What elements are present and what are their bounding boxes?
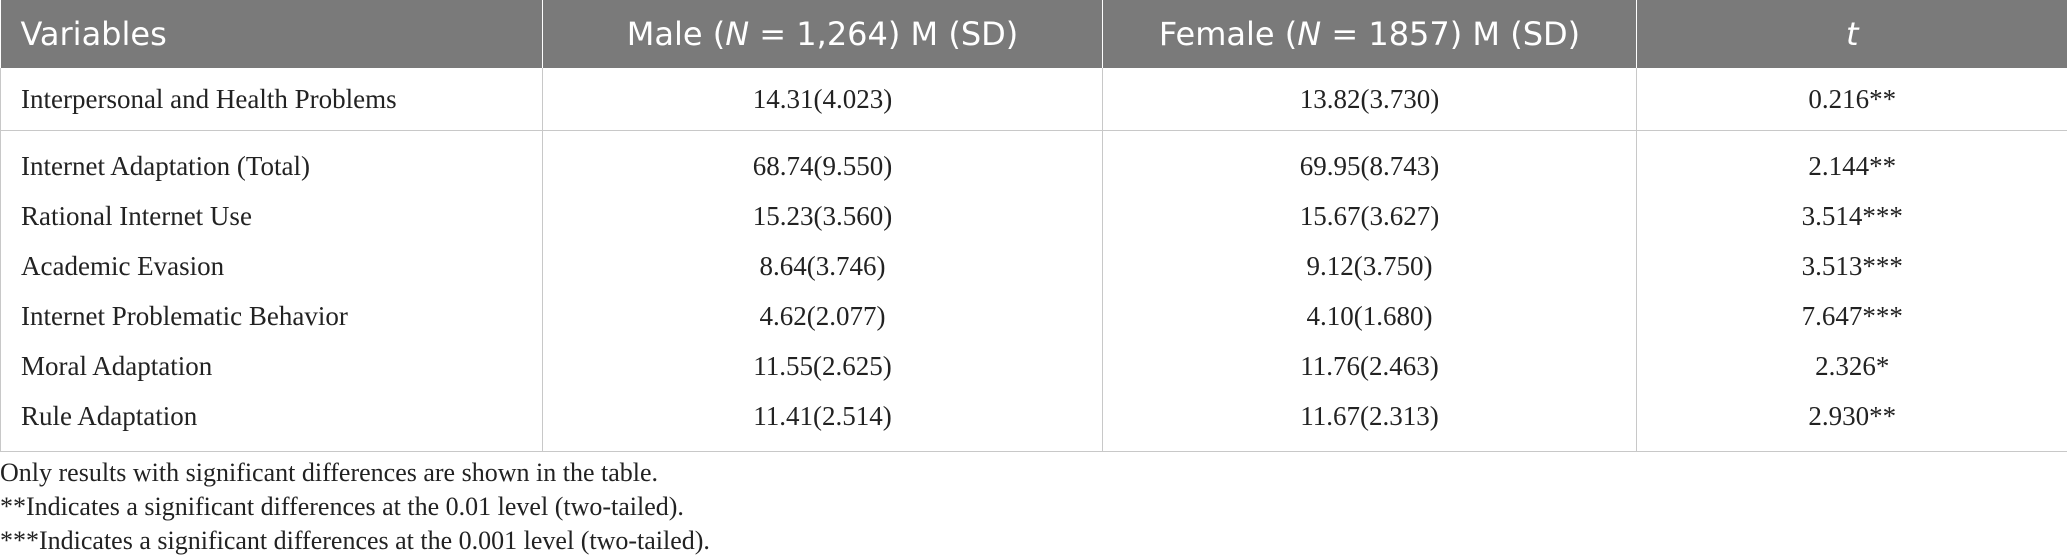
table-row: Rational Internet Use 15.23(3.560) 15.67… xyxy=(1,191,2067,241)
footnote: **Indicates a significant differences at… xyxy=(0,490,2067,524)
header-t: t xyxy=(1637,0,2067,68)
table-footnotes: Only results with significant difference… xyxy=(0,456,2067,558)
row-male-value: 4.62(2.077) xyxy=(543,291,1103,341)
row-male-value: 68.74(9.550) xyxy=(543,131,1103,192)
table-header-row: Variables Male (N = 1,264) M (SD) Female… xyxy=(1,0,2067,68)
row-variable: Academic Evasion xyxy=(1,241,543,291)
row-variable: Internet Adaptation (Total) xyxy=(1,131,543,192)
row-female-value: 4.10(1.680) xyxy=(1103,291,1637,341)
row-female-value: 11.67(2.313) xyxy=(1103,391,1637,452)
row-variable: Rational Internet Use xyxy=(1,191,543,241)
row-female-value: 15.67(3.627) xyxy=(1103,191,1637,241)
table-row: Internet Problematic Behavior 4.62(2.077… xyxy=(1,291,2067,341)
footnote: ***Indicates a significant differences a… xyxy=(0,524,2067,558)
row-male-value: 11.55(2.625) xyxy=(543,341,1103,391)
row-variable: Moral Adaptation xyxy=(1,341,543,391)
row-female-value: 13.82(3.730) xyxy=(1103,68,1637,131)
footnote: Only results with significant difference… xyxy=(0,456,2067,490)
gender-comparison-table: Variables Male (N = 1,264) M (SD) Female… xyxy=(0,0,2067,452)
row-female-value: 9.12(3.750) xyxy=(1103,241,1637,291)
row-t-value: 3.514*** xyxy=(1637,191,2067,241)
row-t-value: 0.216** xyxy=(1637,68,2067,131)
row-male-value: 8.64(3.746) xyxy=(543,241,1103,291)
row-t-value: 2.326* xyxy=(1637,341,2067,391)
header-male: Male (N = 1,264) M (SD) xyxy=(543,0,1103,68)
row-t-value: 3.513*** xyxy=(1637,241,2067,291)
row-male-value: 15.23(3.560) xyxy=(543,191,1103,241)
row-male-value: 11.41(2.514) xyxy=(543,391,1103,452)
row-female-value: 11.76(2.463) xyxy=(1103,341,1637,391)
table-row: Rule Adaptation 11.41(2.514) 11.67(2.313… xyxy=(1,391,2067,452)
header-female: Female (N = 1857) M (SD) xyxy=(1103,0,1637,68)
table-row: Interpersonal and Health Problems 14.31(… xyxy=(1,68,2067,131)
header-variables: Variables xyxy=(1,0,543,68)
table-row: Internet Adaptation (Total) 68.74(9.550)… xyxy=(1,131,2067,192)
row-t-value: 2.930** xyxy=(1637,391,2067,452)
table-row: Moral Adaptation 11.55(2.625) 11.76(2.46… xyxy=(1,341,2067,391)
row-t-value: 2.144** xyxy=(1637,131,2067,192)
table-row: Academic Evasion 8.64(3.746) 9.12(3.750)… xyxy=(1,241,2067,291)
row-t-value: 7.647*** xyxy=(1637,291,2067,341)
row-variable: Interpersonal and Health Problems xyxy=(1,68,543,131)
row-male-value: 14.31(4.023) xyxy=(543,68,1103,131)
row-variable: Internet Problematic Behavior xyxy=(1,291,543,341)
row-variable: Rule Adaptation xyxy=(1,391,543,452)
row-female-value: 69.95(8.743) xyxy=(1103,131,1637,192)
